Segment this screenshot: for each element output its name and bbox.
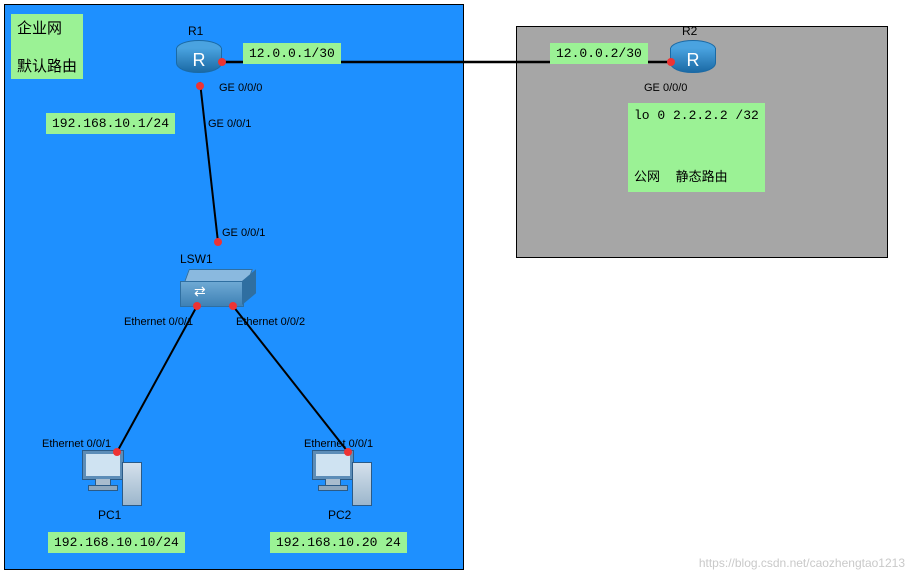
label-enterprise-title: 企业网 默认路由 bbox=[11, 14, 83, 79]
label-r1-wan-ip: 12.0.0.1/30 bbox=[243, 43, 341, 64]
label-pc1-ip: 192.168.10.10/24 bbox=[48, 532, 185, 553]
label-r2-wan-ip: 12.0.0.2/30 bbox=[550, 43, 648, 64]
if-sw-e001: Ethernet 0/0/1 bbox=[124, 316, 193, 328]
label-pc2-ip: 192.168.10.20 24 bbox=[270, 532, 407, 553]
port-dot bbox=[193, 302, 201, 310]
router-r1-icon: R bbox=[176, 40, 220, 80]
port-dot bbox=[113, 448, 121, 456]
port-dot bbox=[344, 448, 352, 456]
if-pc2: Ethernet 0/0/1 bbox=[304, 438, 373, 450]
pc2-icon bbox=[312, 450, 368, 504]
r2-name: R2 bbox=[682, 24, 697, 38]
if-pc1: Ethernet 0/0/1 bbox=[42, 438, 111, 450]
label-r1-lan-ip: 192.168.10.1/24 bbox=[46, 113, 175, 134]
watermark: https://blog.csdn.net/caozhengtao1213 bbox=[699, 556, 905, 570]
if-r1-g000: GE 0/0/0 bbox=[219, 82, 262, 94]
router-r2-icon: R bbox=[670, 40, 714, 80]
lsw1-name: LSW1 bbox=[180, 252, 213, 266]
diagram-canvas: 企业网 默认路由 192.168.10.1/24 12.0.0.1/30 12.… bbox=[0, 0, 911, 574]
port-dot bbox=[667, 58, 675, 66]
if-r1-g001: GE 0/0/1 bbox=[208, 118, 251, 130]
if-sw-e002: Ethernet 0/0/2 bbox=[236, 316, 305, 328]
switch-lsw1-icon: ⇄ bbox=[180, 269, 242, 305]
if-sw-g001: GE 0/0/1 bbox=[222, 227, 265, 239]
label-r2-note: lo 0 2.2.2.2 /32 公网 静态路由 bbox=[628, 103, 765, 192]
port-dot bbox=[214, 238, 222, 246]
pc1-icon bbox=[82, 450, 138, 504]
port-dot bbox=[229, 302, 237, 310]
if-r2-g000: GE 0/0/0 bbox=[644, 82, 687, 94]
pc1-name: PC1 bbox=[98, 508, 121, 522]
pc2-name: PC2 bbox=[328, 508, 351, 522]
r1-name: R1 bbox=[188, 24, 203, 38]
port-dot bbox=[218, 58, 226, 66]
port-dot bbox=[196, 82, 204, 90]
